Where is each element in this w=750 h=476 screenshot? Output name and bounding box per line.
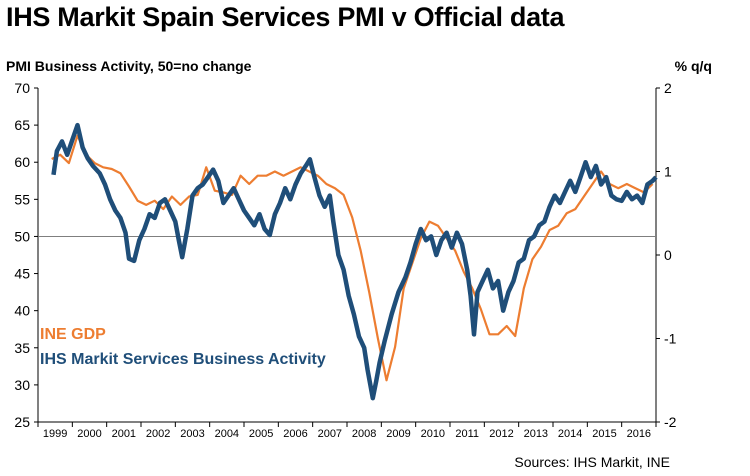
x-tick-label: 2016 xyxy=(627,428,651,440)
pmi-series-label: IHS Markit Services Business Activity xyxy=(40,351,326,368)
x-tick-label: 2008 xyxy=(352,428,376,440)
left-tick-label: 65 xyxy=(14,117,30,133)
right-tick-label: 2 xyxy=(664,80,672,96)
left-tick-label: 30 xyxy=(14,377,30,393)
gdp-series-line xyxy=(51,134,654,382)
source-note: Sources: IHS Markit, INE xyxy=(514,454,670,470)
right-tick-label: 0 xyxy=(664,247,672,263)
left-tick-label: 45 xyxy=(14,266,30,282)
left-tick-label: 50 xyxy=(14,228,30,244)
chart-title: IHS Markit Spain Services PMI v Official… xyxy=(6,2,565,32)
left-axis-label: PMI Business Activity, 50=no change xyxy=(6,58,252,74)
right-tick-label: -1 xyxy=(664,331,677,347)
x-tick-label: 2009 xyxy=(386,428,410,440)
x-tick-label: 2002 xyxy=(146,428,170,440)
x-tick-label: 2014 xyxy=(558,428,582,440)
left-tick-label: 60 xyxy=(14,154,30,170)
left-tick-label: 35 xyxy=(14,340,30,356)
left-tick-label: 40 xyxy=(14,303,30,319)
right-tick-label: 1 xyxy=(664,164,672,180)
x-tick-label: 2005 xyxy=(249,428,273,440)
x-tick-label: 2011 xyxy=(455,428,479,440)
x-tick-label: 2012 xyxy=(489,428,513,440)
gdp-series-label: INE GDP xyxy=(40,326,106,343)
left-tick-label: 55 xyxy=(14,191,30,207)
x-tick-label: 2006 xyxy=(283,428,307,440)
right-axis-label: % q/q xyxy=(674,58,712,74)
left-tick-label: 70 xyxy=(14,80,30,96)
x-tick-label: 2001 xyxy=(112,428,136,440)
right-tick-label: -2 xyxy=(664,414,677,430)
x-tick-label: 2010 xyxy=(421,428,445,440)
x-tick-label: 2004 xyxy=(215,428,239,440)
pmi-series-line xyxy=(51,122,658,401)
x-tick-label: 2007 xyxy=(318,428,342,440)
x-tick-label: 1999 xyxy=(43,428,67,440)
x-tick-label: 2003 xyxy=(180,428,204,440)
x-tick-label: 2013 xyxy=(524,428,548,440)
x-tick-label: 2000 xyxy=(77,428,101,440)
x-tick-label: 2015 xyxy=(592,428,616,440)
left-tick-label: 25 xyxy=(14,414,30,430)
